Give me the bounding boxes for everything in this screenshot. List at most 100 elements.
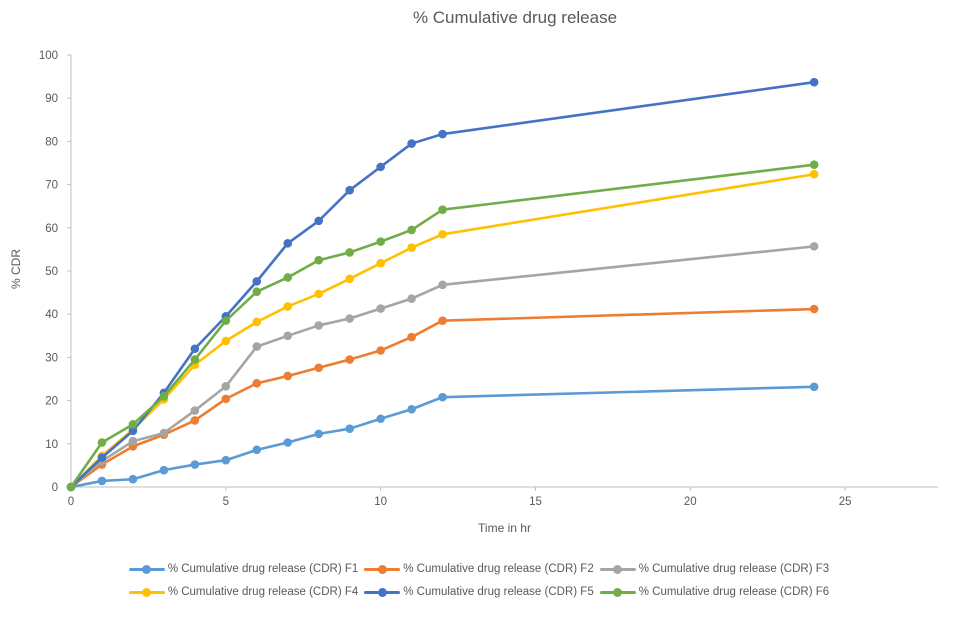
data-point-f2 <box>221 394 231 404</box>
legend-line-marker-icon <box>599 587 636 597</box>
legend-line-marker-icon <box>128 587 165 597</box>
series-line-f1 <box>69 385 816 489</box>
legend-line-marker-icon <box>128 564 165 574</box>
data-point-f4 <box>809 169 819 179</box>
legend-label: % Cumulative drug release (CDR) F6 <box>638 586 830 598</box>
y-tick-label: 40 <box>45 309 58 321</box>
data-point-f3 <box>159 428 169 438</box>
legend-label: % Cumulative drug release (CDR) F4 <box>167 586 359 598</box>
data-point-f3 <box>252 342 262 351</box>
y-tick-label: 0 <box>52 482 58 494</box>
legend-line-marker-icon <box>599 564 636 574</box>
data-point-f3 <box>190 406 200 415</box>
legend-line-marker-icon <box>364 564 401 574</box>
y-tick-label: 10 <box>45 439 58 451</box>
data-point-f1 <box>159 465 169 475</box>
data-point-f6 <box>66 482 76 492</box>
data-point-f5 <box>345 185 354 195</box>
data-point-f6 <box>345 248 354 257</box>
series-line-f4 <box>69 172 816 489</box>
data-point-f3 <box>283 331 293 341</box>
data-point-f2 <box>809 304 819 314</box>
x-tick-label: 10 <box>374 496 387 508</box>
data-point-f2 <box>407 332 416 342</box>
chart-title: % Cumulative drug release <box>412 8 618 27</box>
data-point-f3 <box>345 314 354 323</box>
legend-item-f4: % Cumulative drug release (CDR) F4 <box>128 586 359 598</box>
data-point-f5 <box>283 239 293 248</box>
data-point-f6 <box>97 438 107 447</box>
y-tick-label: 80 <box>45 136 58 148</box>
data-point-f6 <box>283 273 293 282</box>
data-point-f6 <box>376 237 385 246</box>
data-point-f5 <box>252 277 262 286</box>
legend-label: % Cumulative drug release (CDR) F2 <box>403 563 594 575</box>
data-point-f1 <box>283 438 293 447</box>
data-point-f1 <box>314 429 324 439</box>
data-point-f4 <box>314 289 324 299</box>
data-point-f5 <box>190 344 200 354</box>
data-point-f3 <box>809 242 819 251</box>
legend-item-f6: % Cumulative drug release (CDR) F6 <box>599 586 830 598</box>
data-point-f5 <box>97 453 107 462</box>
x-axis-title: Time in hr <box>478 521 531 535</box>
legend-label: % Cumulative drug release (CDR) F1 <box>167 563 359 575</box>
legend-item-f3: % Cumulative drug release (CDR) F3 <box>599 563 830 575</box>
y-tick-label: 20 <box>45 396 58 408</box>
data-point-f2 <box>190 416 200 425</box>
legend-item-f1: % Cumulative drug release (CDR) F1 <box>128 563 359 575</box>
series-line-f2 <box>69 307 816 489</box>
legend-item-f2: % Cumulative drug release (CDR) F2 <box>364 563 594 575</box>
data-point-f2 <box>345 355 354 364</box>
data-point-f3 <box>221 382 231 391</box>
data-point-f5 <box>314 216 324 226</box>
x-tick-label: 25 <box>839 496 852 508</box>
data-point-f2 <box>252 379 262 388</box>
data-point-f1 <box>407 404 416 414</box>
data-point-f1 <box>376 414 385 424</box>
data-point-f3 <box>314 321 324 330</box>
data-point-f6 <box>407 225 416 235</box>
data-point-f3 <box>376 304 385 313</box>
data-point-f2 <box>438 316 447 325</box>
series-line-f6 <box>69 163 816 489</box>
data-point-f6 <box>438 205 447 214</box>
legend-line-marker-icon <box>364 587 401 597</box>
data-point-f1 <box>252 445 262 455</box>
data-point-f5 <box>407 139 416 148</box>
data-point-f1 <box>809 382 819 392</box>
legend-item-f5: % Cumulative drug release (CDR) F5 <box>364 586 594 598</box>
x-tick-label: 5 <box>223 496 229 508</box>
data-point-f1 <box>221 455 231 465</box>
data-point-f3 <box>128 436 138 446</box>
data-point-f3 <box>407 294 416 303</box>
data-point-f4 <box>252 317 262 327</box>
x-tick-label: 0 <box>68 496 74 508</box>
data-point-f6 <box>190 355 200 364</box>
data-point-f4 <box>438 229 447 239</box>
data-point-f4 <box>283 302 293 311</box>
data-point-f5 <box>128 426 138 436</box>
data-point-f6 <box>221 316 231 325</box>
data-point-f6 <box>314 255 324 265</box>
x-tick-label: 15 <box>529 496 542 508</box>
series-line-f5 <box>69 80 816 489</box>
data-point-f5 <box>809 77 819 87</box>
data-point-f1 <box>438 392 447 402</box>
data-point-f6 <box>809 160 819 170</box>
data-point-f5 <box>438 129 447 139</box>
data-point-f6 <box>252 287 262 297</box>
series-line-f3 <box>69 245 816 489</box>
data-point-f1 <box>345 424 354 433</box>
data-point-f2 <box>314 363 324 373</box>
x-tick-label: 20 <box>684 496 697 508</box>
y-tick-label: 90 <box>45 93 58 105</box>
data-point-f3 <box>438 280 447 290</box>
data-point-f5 <box>376 162 385 172</box>
data-point-f1 <box>97 476 107 486</box>
y-tick-label: 60 <box>45 223 58 235</box>
data-point-f4 <box>221 336 231 346</box>
legend-label: % Cumulative drug release (CDR) F3 <box>638 563 830 575</box>
y-tick-label: 70 <box>45 180 58 192</box>
data-point-f4 <box>345 274 354 284</box>
